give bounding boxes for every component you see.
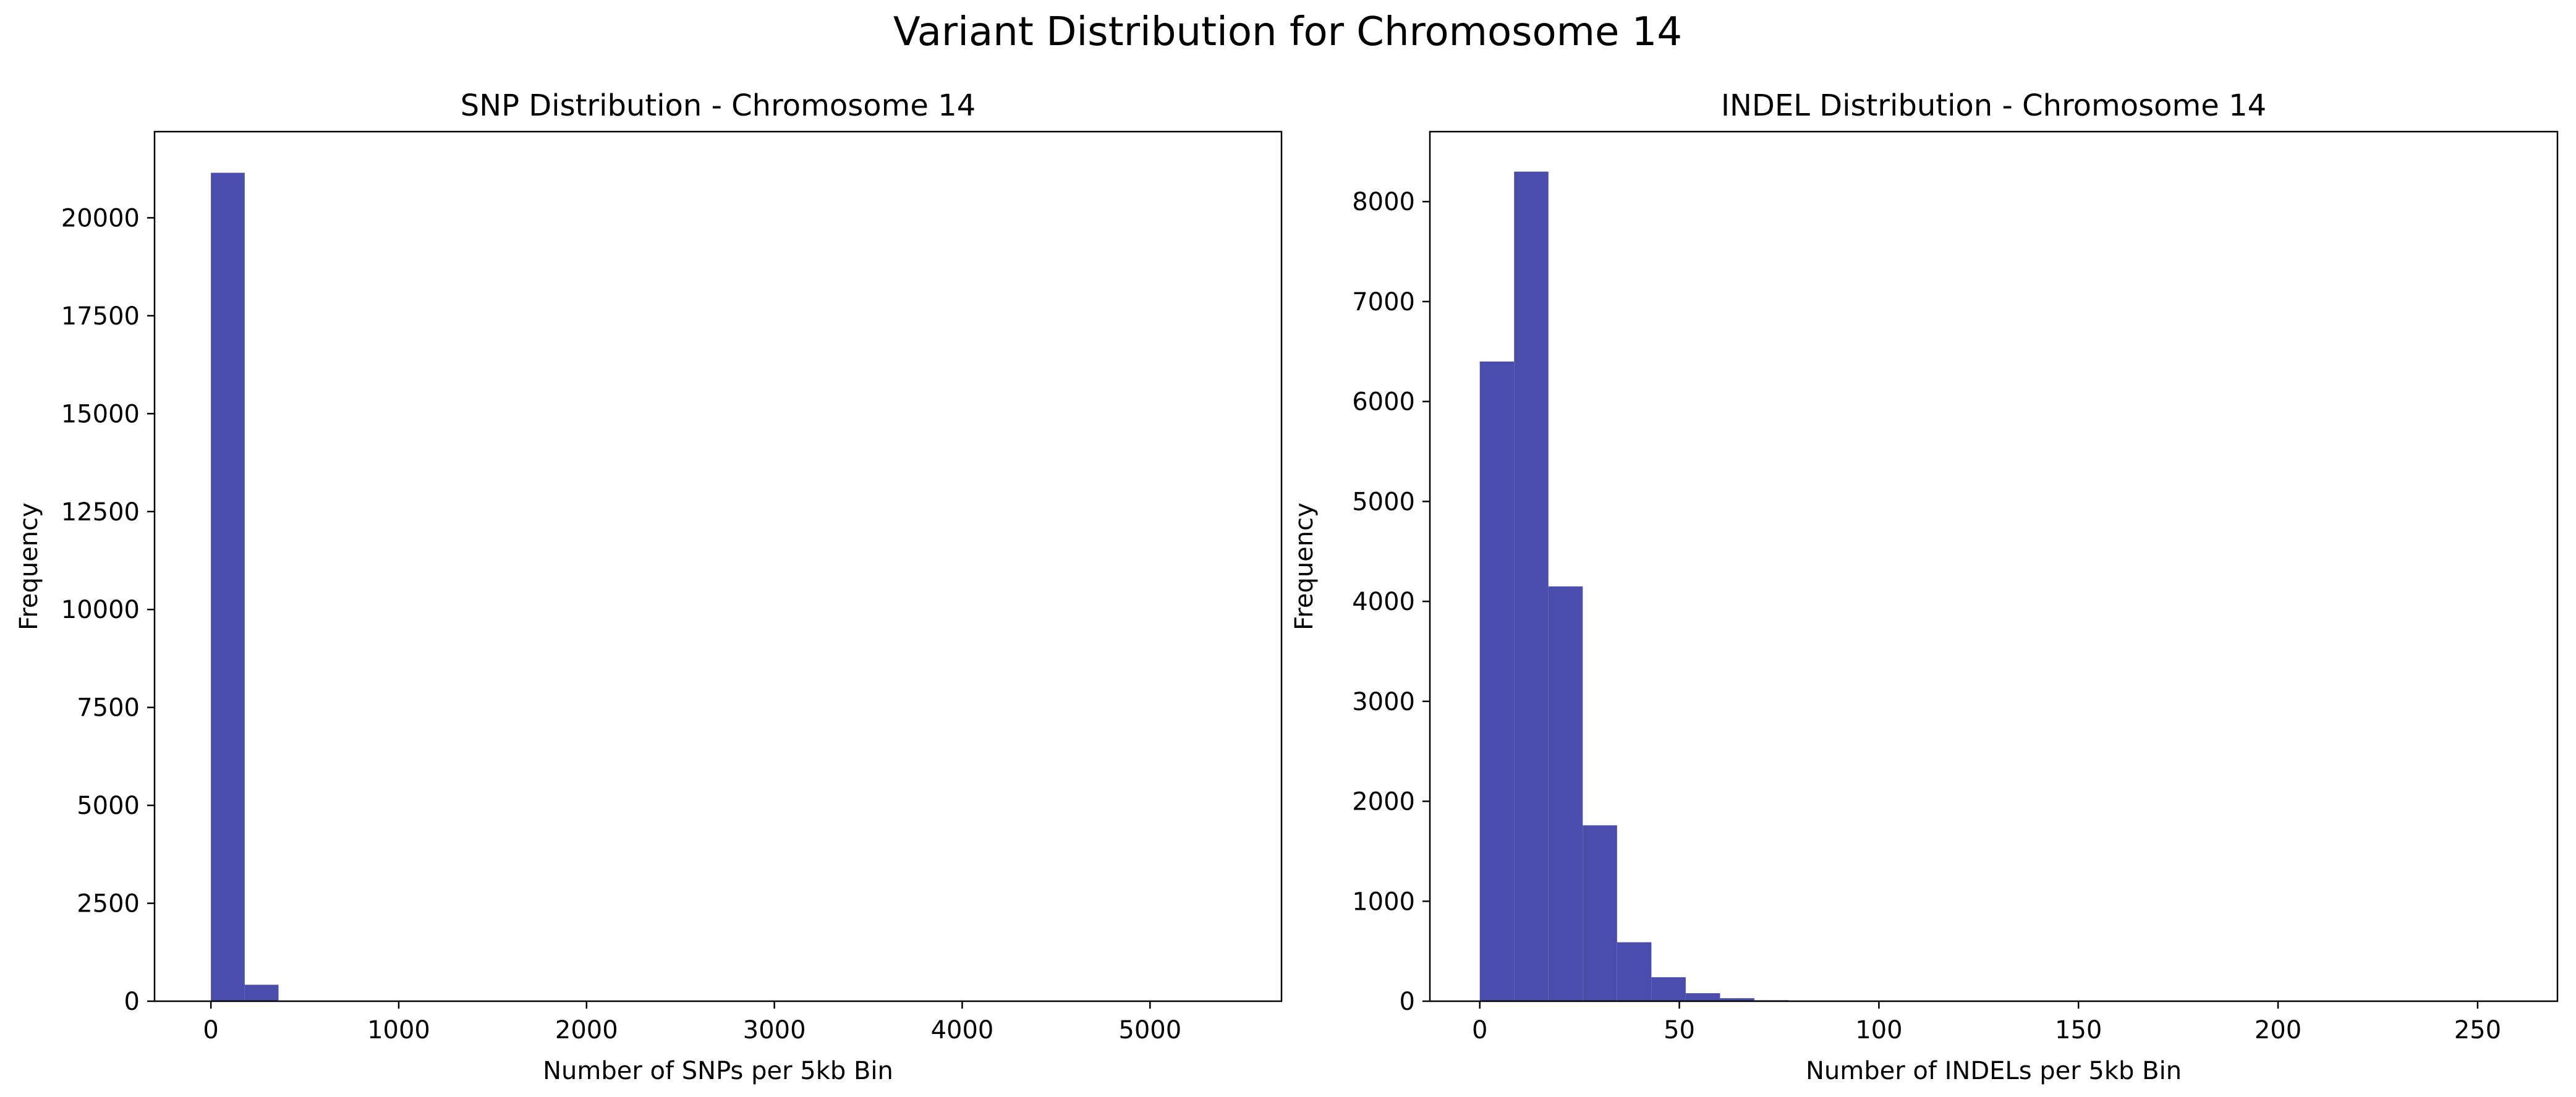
y-tick-label: 1000	[1352, 887, 1415, 916]
histogram-bar	[211, 172, 245, 1001]
x-tick-label: 100	[1855, 1016, 1902, 1044]
y-tick-label: 10000	[61, 596, 140, 624]
y-tick-label: 5000	[1352, 488, 1415, 516]
chart-title: INDEL Distribution - Chromosome 14	[1721, 88, 2266, 123]
x-tick-label: 5000	[1118, 1016, 1181, 1044]
x-tick-label: 0	[1472, 1016, 1487, 1044]
x-axis-label: Number of INDELs per 5kb Bin	[1806, 1057, 2182, 1085]
axes-frame	[1429, 130, 2559, 1002]
y-tick-label: 2000	[1352, 788, 1415, 816]
chart-panel-2: 0 50 100 150 200 250 0 1000 2000 3000 4000 5000 6000…	[1290, 88, 2559, 1085]
histogram-bar	[1651, 977, 1686, 1001]
axes-frame	[153, 130, 1283, 1002]
histogram-bar	[1514, 171, 1549, 1001]
histogram-bar	[1583, 825, 1617, 1001]
x-tick-label: 50	[1664, 1016, 1695, 1044]
histogram-bar	[1617, 942, 1652, 1001]
chart-title: SNP Distribution - Chromosome 14	[461, 88, 976, 123]
x-tick-label: 0	[203, 1016, 218, 1044]
y-tick-label: 20000	[61, 204, 140, 232]
y-axis-label: Frequency	[1290, 502, 1319, 630]
y-tick-label: 2500	[77, 890, 140, 918]
y-tick-label: 15000	[61, 400, 140, 428]
histogram-bar	[1685, 993, 1720, 1001]
x-tick-label: 1000	[367, 1016, 430, 1044]
y-tick-label: 5000	[77, 792, 140, 820]
y-tick-label: 7000	[1352, 288, 1415, 316]
chart-panels: 0 1000 2000 3000 4000 50000250050007500100001…	[15, 88, 2559, 1085]
y-axis-label: Frequency	[15, 502, 43, 630]
histogram-bar	[1548, 586, 1583, 1001]
y-tick-label: 0	[124, 988, 140, 1016]
histogram-bar	[1479, 361, 1515, 1001]
x-tick-label: 2000	[555, 1016, 618, 1044]
y-tick-label: 17500	[61, 302, 140, 331]
histogram-bar	[244, 985, 279, 1001]
x-tick-label: 250	[2454, 1016, 2501, 1044]
y-tick-label: 7500	[77, 694, 140, 722]
y-tick-label: 8000	[1352, 188, 1415, 216]
x-tick-label: 150	[2055, 1016, 2102, 1044]
y-tick-label: 3000	[1352, 688, 1415, 716]
x-tick-label: 3000	[743, 1016, 806, 1044]
x-tick-label: 200	[2255, 1016, 2302, 1044]
y-tick-label: 6000	[1352, 388, 1415, 417]
chart-panel-1: 0 1000 2000 3000 4000 5000 0 2500 5000 7500 10000 1…	[15, 88, 1283, 1085]
figure-title: Variant Distribution for Chromosome 14	[893, 9, 1682, 55]
y-tick-label: 4000	[1352, 588, 1415, 616]
y-tick-label: 12500	[61, 498, 140, 527]
y-tick-label: 0	[1400, 988, 1415, 1016]
x-axis-label: Number of SNPs per 5kb Bin	[543, 1057, 893, 1085]
x-tick-label: 4000	[931, 1016, 994, 1044]
histogram-bar	[1720, 998, 1754, 1001]
